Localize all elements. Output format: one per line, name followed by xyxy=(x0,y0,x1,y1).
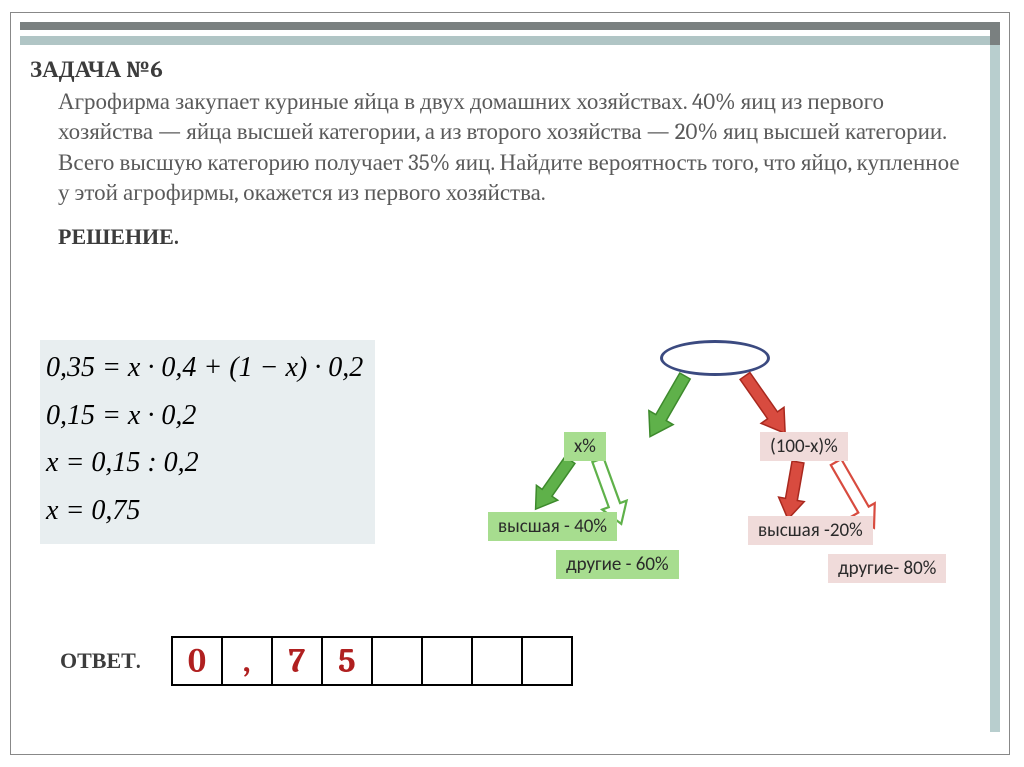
root-ellipse xyxy=(660,340,770,376)
decor-right-bar-top xyxy=(990,22,1000,45)
answer-label: ОТВЕТ. xyxy=(60,648,141,674)
label-100-minus-x: (100-x)% xyxy=(760,432,848,461)
answer-cell xyxy=(521,636,573,686)
label-top-red: высшая -20% xyxy=(748,516,873,545)
answer-cell xyxy=(471,636,523,686)
answer-cell: 7 xyxy=(271,636,323,686)
equation-line: x = 0,15 : 0,2 xyxy=(46,439,363,487)
decor-bar-light xyxy=(20,36,994,45)
answer-cell: , xyxy=(221,636,273,686)
answer-boxes: 0 , 7 5 xyxy=(171,636,573,686)
answer-area: ОТВЕТ. 0 , 7 5 xyxy=(60,636,573,686)
label-x-percent: x% xyxy=(564,432,606,461)
equation-line: x = 0,75 xyxy=(46,487,363,535)
equation-line: 0,15 = x · 0,2 xyxy=(46,392,363,440)
problem-text: Агрофирма закупает куриные яйца в двух д… xyxy=(30,87,976,208)
label-other-green: другие - 60% xyxy=(556,550,679,579)
problem-title: ЗАДАЧА №6 xyxy=(30,56,976,83)
answer-cell: 0 xyxy=(171,636,223,686)
equations-block: 0,35 = x · 0,4 + (1 − x) · 0,2 0,15 = x … xyxy=(40,340,375,544)
content-area: ЗАДАЧА №6 Агрофирма закупает куриные яйц… xyxy=(30,56,976,250)
answer-cell: 5 xyxy=(321,636,373,686)
answer-cell xyxy=(371,636,423,686)
label-other-red: другие- 80% xyxy=(828,554,946,583)
tree-diagram: x% (100-x)% высшая - 40% другие - 60% вы… xyxy=(440,340,980,600)
decor-right-bar xyxy=(990,22,1000,732)
answer-cell xyxy=(421,636,473,686)
solution-label: РЕШЕНИЕ. xyxy=(30,224,976,250)
label-top-green: высшая - 40% xyxy=(488,512,617,541)
equation-line: 0,35 = x · 0,4 + (1 − x) · 0,2 xyxy=(46,344,363,392)
decor-bar-dark xyxy=(20,22,994,30)
